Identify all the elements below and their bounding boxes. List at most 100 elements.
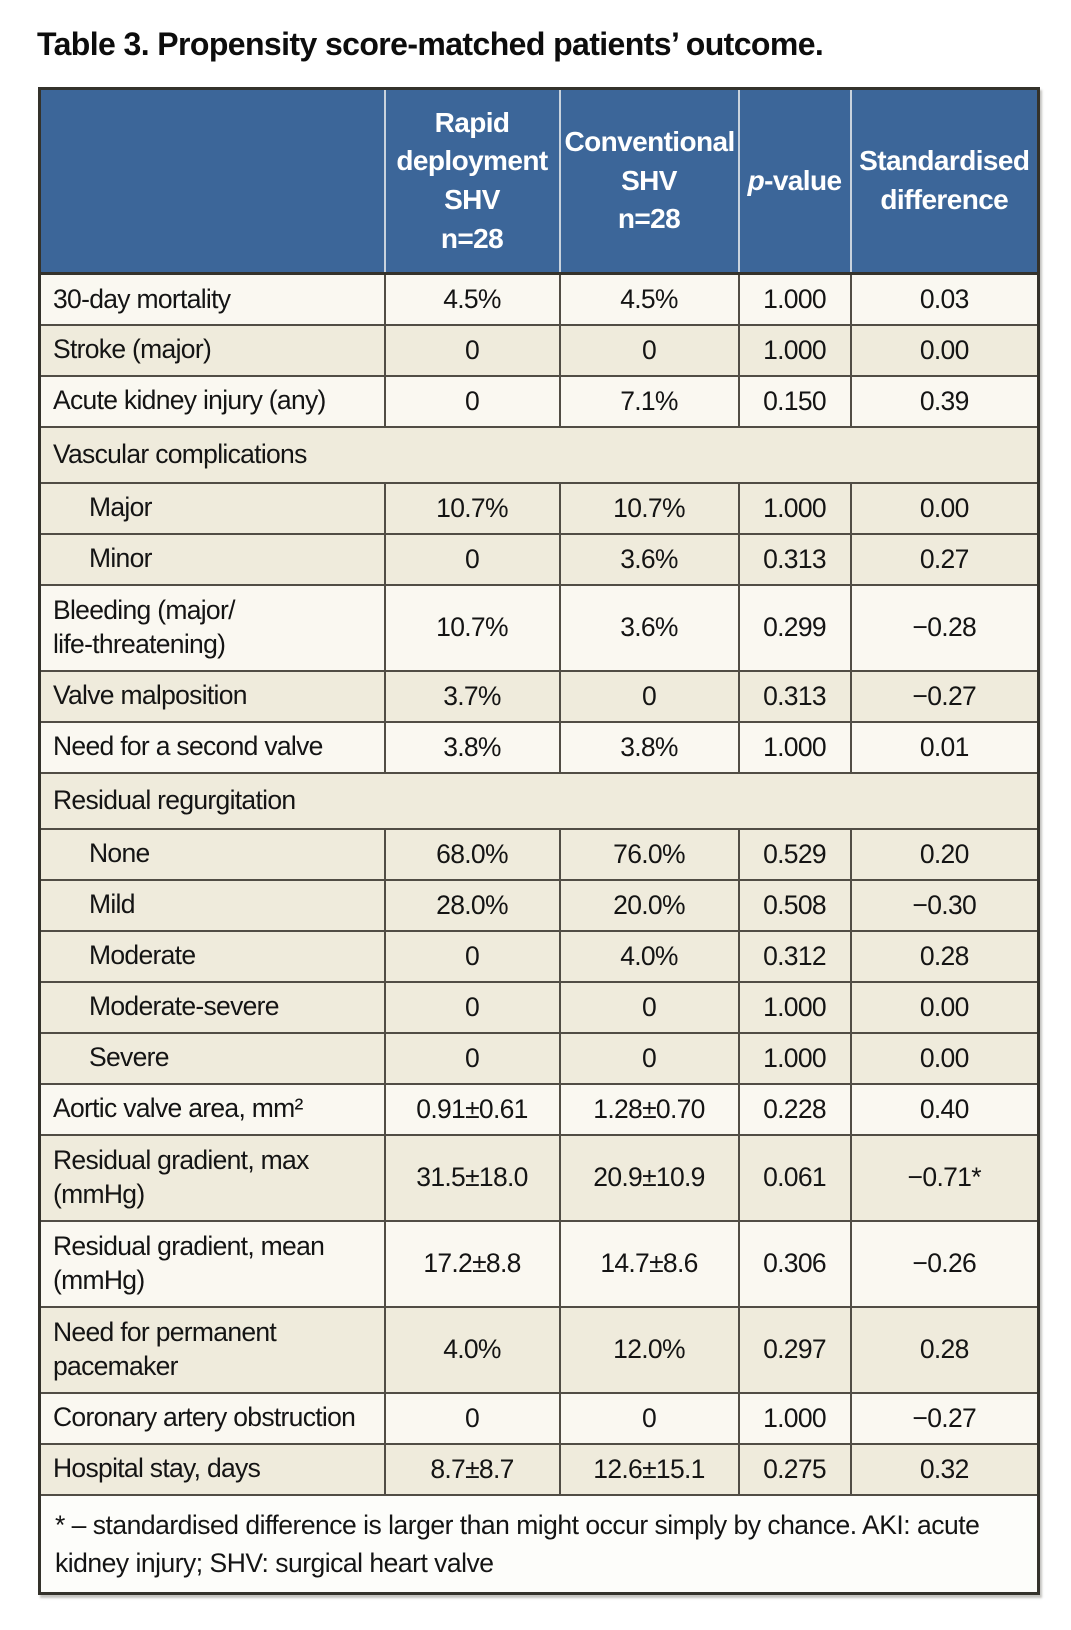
- table-row: Aortic valve area, mm² 0.91±0.61 1.28±0.…: [38, 1082, 1040, 1136]
- value-cell: 76.0%: [558, 827, 740, 881]
- table-row: Bleeding (major/ life-threatening) 10.7%…: [38, 583, 1040, 672]
- value-cell: 28.0%: [383, 878, 561, 932]
- value-cell: 1.000: [737, 272, 852, 326]
- value-cell: 0.01: [849, 720, 1040, 774]
- row-label: Valve malposition: [38, 669, 386, 723]
- row-label: Major: [38, 481, 386, 535]
- value-cell: 1.000: [737, 481, 852, 535]
- value-cell: −0.71*: [849, 1133, 1040, 1222]
- value-cell: 10.7%: [383, 583, 561, 672]
- value-cell: 0.306: [737, 1219, 852, 1308]
- table-row: Stroke (major) 0 0 1.000 0.00: [38, 323, 1040, 377]
- row-label: Residual gradient, mean (mmHg): [38, 1219, 386, 1308]
- value-cell: 0.150: [737, 374, 852, 428]
- header-rapid-deployment-shv: Rapid deployment SHV n=28: [383, 88, 561, 275]
- row-label: Need for a second valve: [38, 720, 386, 774]
- value-cell: 14.7±8.6: [558, 1219, 740, 1308]
- row-label: Bleeding (major/ life-threatening): [38, 583, 386, 672]
- row-label: 30-day mortality: [38, 272, 386, 326]
- footnote-text: * – standardised difference is larger th…: [38, 1493, 1040, 1595]
- table-row: Moderate-severe 0 0 1.000 0.00: [38, 980, 1040, 1034]
- value-cell: 31.5±18.0: [383, 1133, 561, 1222]
- value-cell: 1.000: [737, 1391, 852, 1445]
- table-row: Residual gradient, max (mmHg) 31.5±18.0 …: [38, 1133, 1040, 1222]
- value-cell: 20.0%: [558, 878, 740, 932]
- header-row: Rapid deployment SHV n=28 Conventional S…: [39, 88, 1039, 275]
- value-cell: 3.6%: [558, 583, 740, 672]
- table-row: Major 10.7% 10.7% 1.000 0.00: [38, 481, 1040, 535]
- table-row: Mild 28.0% 20.0% 0.508 −0.30: [38, 878, 1040, 932]
- section-row: Residual regurgitation: [38, 771, 1040, 830]
- row-label: Need for permanent pacemaker: [38, 1305, 386, 1394]
- value-cell: 0: [383, 1031, 561, 1085]
- value-cell: 0: [558, 980, 740, 1034]
- value-cell: 0.40: [849, 1082, 1040, 1136]
- table-row: Residual gradient, mean (mmHg) 17.2±8.8 …: [38, 1219, 1040, 1308]
- table-row: Hospital stay, days 8.7±8.7 12.6±15.1 0.…: [38, 1442, 1040, 1496]
- table-row: Moderate 0 4.0% 0.312 0.28: [38, 929, 1040, 983]
- row-label: Acute kidney injury (any): [38, 374, 386, 428]
- value-cell: 0: [558, 669, 740, 723]
- value-cell: 0.529: [737, 827, 852, 881]
- value-cell: 10.7%: [558, 481, 740, 535]
- table-row: Need for permanent pacemaker 4.0% 12.0% …: [38, 1305, 1040, 1394]
- value-cell: 0: [558, 1031, 740, 1085]
- pvalue-rest: -value: [764, 164, 842, 196]
- header-pvalue: p-value: [737, 88, 852, 275]
- table-body: 30-day mortality 4.5% 4.5% 1.000 0.03 St…: [38, 272, 1040, 1595]
- table-row: Severe 0 0 1.000 0.00: [38, 1031, 1040, 1085]
- table-title: Table 3. Propensity score-matched patien…: [37, 26, 824, 62]
- value-cell: 0.508: [737, 878, 852, 932]
- value-cell: 12.6±15.1: [558, 1442, 740, 1496]
- table-row: Need for a second valve 3.8% 3.8% 1.000 …: [38, 720, 1040, 774]
- value-cell: 0.297: [737, 1305, 852, 1394]
- row-label: Moderate-severe: [38, 980, 386, 1034]
- row-label: Mild: [38, 878, 386, 932]
- value-cell: 1.000: [737, 720, 852, 774]
- value-cell: 0.00: [849, 481, 1040, 535]
- value-cell: 0.91±0.61: [383, 1082, 561, 1136]
- value-cell: −0.27: [849, 669, 1040, 723]
- value-cell: 4.0%: [558, 929, 740, 983]
- value-cell: 0.275: [737, 1442, 852, 1496]
- table-row: Minor 0 3.6% 0.313 0.27: [38, 532, 1040, 586]
- value-cell: 3.8%: [558, 720, 740, 774]
- row-label: Hospital stay, days: [38, 1442, 386, 1496]
- value-cell: 0.27: [849, 532, 1040, 586]
- value-cell: 20.9±10.9: [558, 1133, 740, 1222]
- section-label: Residual regurgitation: [38, 771, 1040, 830]
- value-cell: 68.0%: [383, 827, 561, 881]
- value-cell: 10.7%: [383, 481, 561, 535]
- table-row: 30-day mortality 4.5% 4.5% 1.000 0.03: [38, 272, 1040, 326]
- outcomes-table: Rapid deployment SHV n=28 Conventional S…: [38, 87, 1040, 1596]
- value-cell: 0.00: [849, 323, 1040, 377]
- row-label: None: [38, 827, 386, 881]
- value-cell: 0: [383, 929, 561, 983]
- value-cell: 0.061: [737, 1133, 852, 1222]
- value-cell: 0: [383, 980, 561, 1034]
- row-label: Stroke (major): [38, 323, 386, 377]
- value-cell: 0: [383, 1391, 561, 1445]
- footnote-row: * – standardised difference is larger th…: [38, 1493, 1040, 1595]
- value-cell: 0.299: [737, 583, 852, 672]
- value-cell: 0: [383, 374, 561, 428]
- row-label: Aortic valve area, mm²: [38, 1082, 386, 1136]
- section-row: Vascular complications: [38, 425, 1040, 484]
- value-cell: −0.28: [849, 583, 1040, 672]
- row-label: Severe: [38, 1031, 386, 1085]
- value-cell: 0.03: [849, 272, 1040, 326]
- value-cell: 12.0%: [558, 1305, 740, 1394]
- value-cell: 4.0%: [383, 1305, 561, 1394]
- table-row: Valve malposition 3.7% 0 0.313 −0.27: [38, 669, 1040, 723]
- value-cell: 3.7%: [383, 669, 561, 723]
- value-cell: 3.6%: [558, 532, 740, 586]
- value-cell: 1.000: [737, 980, 852, 1034]
- header-empty: [39, 88, 386, 275]
- value-cell: 0.39: [849, 374, 1040, 428]
- value-cell: 8.7±8.7: [383, 1442, 561, 1496]
- value-cell: −0.27: [849, 1391, 1040, 1445]
- value-cell: −0.30: [849, 878, 1040, 932]
- value-cell: 7.1%: [558, 374, 740, 428]
- table-row: Coronary artery obstruction 0 0 1.000 −0…: [38, 1391, 1040, 1445]
- row-label: Residual gradient, max (mmHg): [38, 1133, 386, 1222]
